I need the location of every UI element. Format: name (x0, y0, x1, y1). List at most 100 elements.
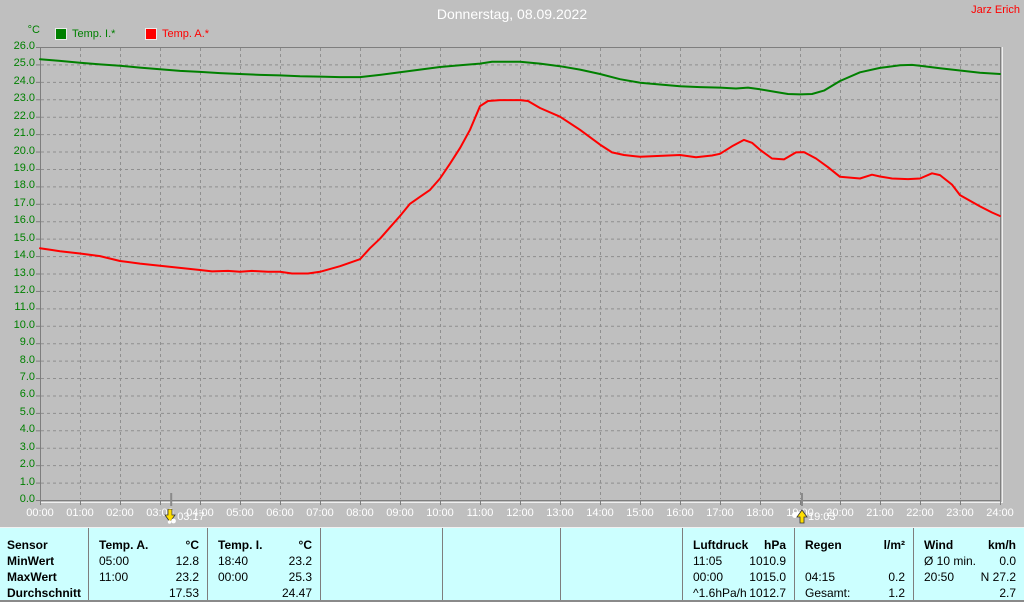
y-tick-label: 12.0 (13, 283, 35, 296)
y-tick-label: 13.0 (13, 266, 35, 279)
x-tick-label: 21:00 (866, 507, 894, 519)
table-cell-value: 24.47 (281, 586, 312, 600)
sun-down-marker-icon (164, 508, 177, 529)
column-unit: l/m² (883, 538, 905, 552)
x-tick-label: 18:00 (746, 507, 774, 519)
y-tick-label: 0.0 (19, 493, 35, 505)
x-tick-label: 04:00 (186, 507, 214, 519)
row-label: MinWert (7, 554, 55, 568)
column-unit: km/h (987, 538, 1016, 552)
series-line-temp-a (39, 99, 1001, 275)
sun-event-time-label: 03:17 (177, 511, 205, 523)
table-cell-value: N 27.2 (980, 570, 1016, 584)
y-tick-label: 19.0 (13, 161, 35, 174)
table-cell-value: 0.2 (888, 570, 905, 584)
table-cell-value: 23.2 (175, 570, 199, 584)
table-cell-value: 17.53 (168, 586, 199, 600)
y-tick-label: 15.0 (13, 231, 35, 244)
y-tick-label: 9.0 (19, 336, 35, 349)
column-unit: °C (298, 538, 312, 552)
y-tick-label: 20.0 (13, 144, 35, 157)
x-tick-label: 20:00 (826, 507, 854, 519)
table-cell-time: 05:00 (99, 554, 130, 568)
legend-item: Temp. I.* (55, 28, 115, 40)
x-tick-label: 11:00 (466, 507, 494, 519)
x-tick-label: 13:00 (546, 507, 574, 519)
table-cell-time: Ø 10 min. (924, 554, 977, 568)
table-row-labels-column: Sensor MinWert MaxWert Durchschnitt (0, 528, 88, 600)
x-tick-label: 17:00 (706, 507, 734, 519)
chart-title: Donnerstag, 08.09.2022 (436, 6, 588, 22)
column-header: Luftdruck (693, 538, 749, 552)
y-tick-label: 21.0 (13, 127, 35, 140)
y-tick-label: 11.0 (14, 301, 35, 314)
table-cell-value: 23.2 (288, 554, 312, 568)
table-column-temp-i: Temp. I. °C 18:40 23.2 00:00 25.3 24.47 (207, 528, 320, 600)
table-column-empty (320, 528, 442, 600)
table-column-regen: Regen l/m² 04:15 0.2 Gesamt: 1.2 (794, 528, 913, 600)
y-tick-label: 16.0 (13, 214, 35, 227)
x-tick-label: 14:00 (586, 507, 614, 519)
series-line-temp-i (39, 58, 1001, 96)
table-cell-value: 1015.0 (749, 570, 786, 584)
x-tick-label: 15:00 (626, 507, 654, 519)
y-tick-label: 18.0 (13, 179, 35, 192)
table-cell-time: 00:00 (218, 570, 249, 584)
column-unit: hPa (763, 538, 786, 552)
row-label: MaxWert (7, 570, 57, 584)
y-tick-label: 7.0 (19, 371, 35, 384)
x-tick-label: 10:00 (426, 507, 454, 519)
column-header: Temp. A. (99, 538, 149, 552)
x-tick-label: 23:00 (946, 507, 974, 519)
x-tick-label: 02:00 (106, 507, 134, 519)
table-column-temp-a: Temp. A. °C 05:00 12.8 11:00 23.2 17.53 (88, 528, 207, 600)
column-header: Temp. I. (218, 538, 263, 552)
table-cell-time: 04:15 (805, 570, 836, 584)
chart-canvas (36, 47, 1003, 506)
table-cell-value: 25.3 (288, 570, 312, 584)
column-header: Regen (805, 538, 842, 552)
x-tick-label: 01:00 (66, 507, 94, 519)
summary-table: Sensor MinWert MaxWert Durchschnitt Temp. A.… (0, 527, 1024, 602)
y-tick-label: 8.0 (19, 353, 35, 366)
x-tick-label: 24:00 (986, 507, 1014, 519)
x-tick-label: 00:00 (26, 507, 54, 519)
y-tick-label: 14.0 (13, 249, 35, 262)
table-cell-time: 20:50 (924, 570, 955, 584)
x-tick-label: 22:00 (906, 507, 934, 519)
table-column-wind: Wind km/h Ø 10 min. 0.0 20:50 N 27.2 2.7 (913, 528, 1024, 600)
table-cell-value: 12.8 (175, 554, 199, 568)
table-cell-time: 18:40 (218, 554, 249, 568)
author-watermark: Jarz Erich (971, 4, 1020, 16)
y-tick-label: 24.0 (13, 74, 35, 87)
table-column-empty (560, 528, 682, 600)
table-cell-time: 11:05 (693, 554, 723, 568)
table-cell-time: ^1.6hPa/h (693, 586, 747, 600)
y-tick-label: 2.0 (19, 458, 35, 471)
y-tick-label: 26.0 (13, 40, 35, 52)
y-tick-label: 10.0 (13, 318, 35, 331)
table-cell-value: 1010.9 (749, 554, 786, 568)
x-tick-label: 09:00 (386, 507, 414, 519)
table-column-empty (442, 528, 560, 600)
table-column-luftdruck: Luftdruck hPa 11:05 1010.9 00:00 1015.0 ^1.6hP… (682, 528, 794, 600)
y-axis-unit-label: °C (27, 24, 40, 36)
x-tick-label: 12:00 (506, 507, 534, 519)
legend-item: Temp. A.* (145, 28, 209, 40)
y-tick-label: 22.0 (13, 109, 35, 122)
legend-color-swatch (55, 28, 67, 40)
row-label: Sensor (7, 538, 48, 552)
y-tick-label: 25.0 (13, 57, 35, 70)
y-tick-label: 23.0 (13, 92, 35, 105)
sun-up-marker-icon (791, 509, 808, 529)
x-tick-label: 16:00 (666, 507, 694, 519)
y-tick-label: 4.0 (19, 423, 35, 436)
table-cell-value: 1012.7 (749, 586, 786, 600)
y-tick-label: 1.0 (19, 475, 35, 488)
column-unit: °C (185, 538, 199, 552)
column-header: Wind (924, 538, 954, 552)
table-cell-value: 0.0 (999, 554, 1016, 568)
legend-label: Temp. I.* (72, 28, 116, 40)
table-cell-value: 2.7 (999, 586, 1016, 600)
